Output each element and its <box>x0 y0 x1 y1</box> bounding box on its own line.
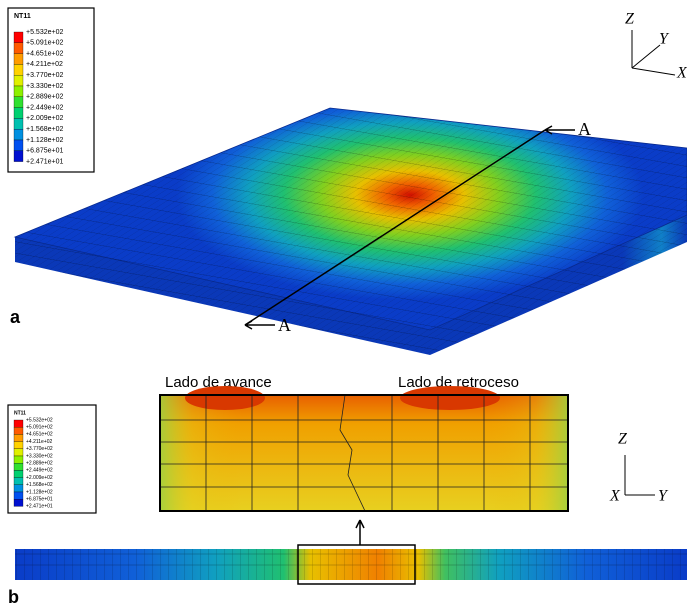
legend-swatch <box>14 32 23 43</box>
legend-swatch <box>14 456 23 463</box>
legend-swatch <box>14 118 23 129</box>
legend-swatch <box>14 43 23 54</box>
hot-zone <box>185 386 265 410</box>
panel-label: a <box>10 307 21 327</box>
legend-value: +3.330e+02 <box>26 453 53 459</box>
legend-value: +2.471e+01 <box>26 504 53 510</box>
arrow <box>245 321 275 329</box>
legend-swatch <box>14 463 23 470</box>
legend-value: +2.009e+02 <box>26 115 63 122</box>
legend-swatch <box>14 434 23 441</box>
axis-triad <box>632 30 675 75</box>
axis-label: Y <box>658 488 669 505</box>
axis-triad <box>625 455 655 495</box>
legend-value: +5.532e+02 <box>26 417 53 423</box>
axis-label: X <box>609 488 621 505</box>
page: A A a Z Y X Lado de avance Lado de retro… <box>0 0 687 609</box>
legend-swatch <box>14 420 23 427</box>
legend-value: +1.568e+02 <box>26 482 53 488</box>
legend-swatch <box>14 499 23 506</box>
legend-swatch <box>14 64 23 75</box>
legend-value: +2.889e+02 <box>26 461 53 467</box>
legend-swatch <box>14 129 23 140</box>
mesh <box>15 108 687 330</box>
zoom-shade <box>160 395 568 511</box>
legend-value: +2.449e+02 <box>26 104 63 111</box>
legend-value: +4.651e+02 <box>26 50 63 57</box>
legend-title: NT11 <box>14 13 31 20</box>
panel-label: b <box>8 587 19 607</box>
axis-label: Z <box>625 11 635 28</box>
legend-value: +4.211e+02 <box>26 439 53 445</box>
legend-swatch <box>14 485 23 492</box>
axis-label: Z <box>618 431 628 448</box>
legend-value: +1.128e+02 <box>26 137 63 144</box>
legend-swatch <box>14 97 23 108</box>
section-label: A <box>578 119 591 139</box>
section-label: A <box>278 315 291 335</box>
legend-value: +2.009e+02 <box>26 475 53 481</box>
legend-swatch <box>14 151 23 162</box>
legend-value: +5.532e+02 <box>26 29 63 36</box>
legend-swatch <box>14 427 23 434</box>
legend-value: +1.128e+02 <box>26 489 53 495</box>
legend-swatch <box>14 75 23 86</box>
legend-value: +6.875e+01 <box>26 497 53 503</box>
legend-swatch <box>14 478 23 485</box>
legend-swatch <box>14 442 23 449</box>
legend-value: +4.211e+02 <box>26 61 63 68</box>
axis-label: Y <box>659 31 670 48</box>
legend-value: +2.449e+02 <box>26 468 53 474</box>
legend-value: +2.889e+02 <box>26 94 63 101</box>
legend-value: +3.770e+02 <box>26 446 53 452</box>
legend-value: +2.471e+01 <box>26 158 63 165</box>
legend-value: +5.091e+02 <box>26 40 63 47</box>
legend-swatch <box>14 470 23 477</box>
legend-swatch <box>14 492 23 499</box>
legend-swatch <box>14 108 23 119</box>
mesh <box>15 549 687 580</box>
legend-swatch <box>14 140 23 151</box>
legend-value: +1.568e+02 <box>26 126 63 133</box>
figure: A A a Z Y X Lado de avance Lado de retro… <box>0 0 687 609</box>
legend-title: NT11 <box>14 410 26 416</box>
hot-zone <box>400 386 500 410</box>
legend-value: +5.091e+02 <box>26 425 53 431</box>
legend-value: +6.875e+01 <box>26 148 63 155</box>
legend-swatch <box>14 54 23 65</box>
arrow <box>545 126 575 134</box>
legend-value: +4.651e+02 <box>26 432 53 438</box>
legend-swatch <box>14 86 23 97</box>
legend-swatch <box>14 449 23 456</box>
zoom-arrow <box>356 520 364 545</box>
axis-label: X <box>676 65 687 82</box>
legend-value: +3.770e+02 <box>26 72 63 79</box>
legend-value: +3.330e+02 <box>26 83 63 90</box>
